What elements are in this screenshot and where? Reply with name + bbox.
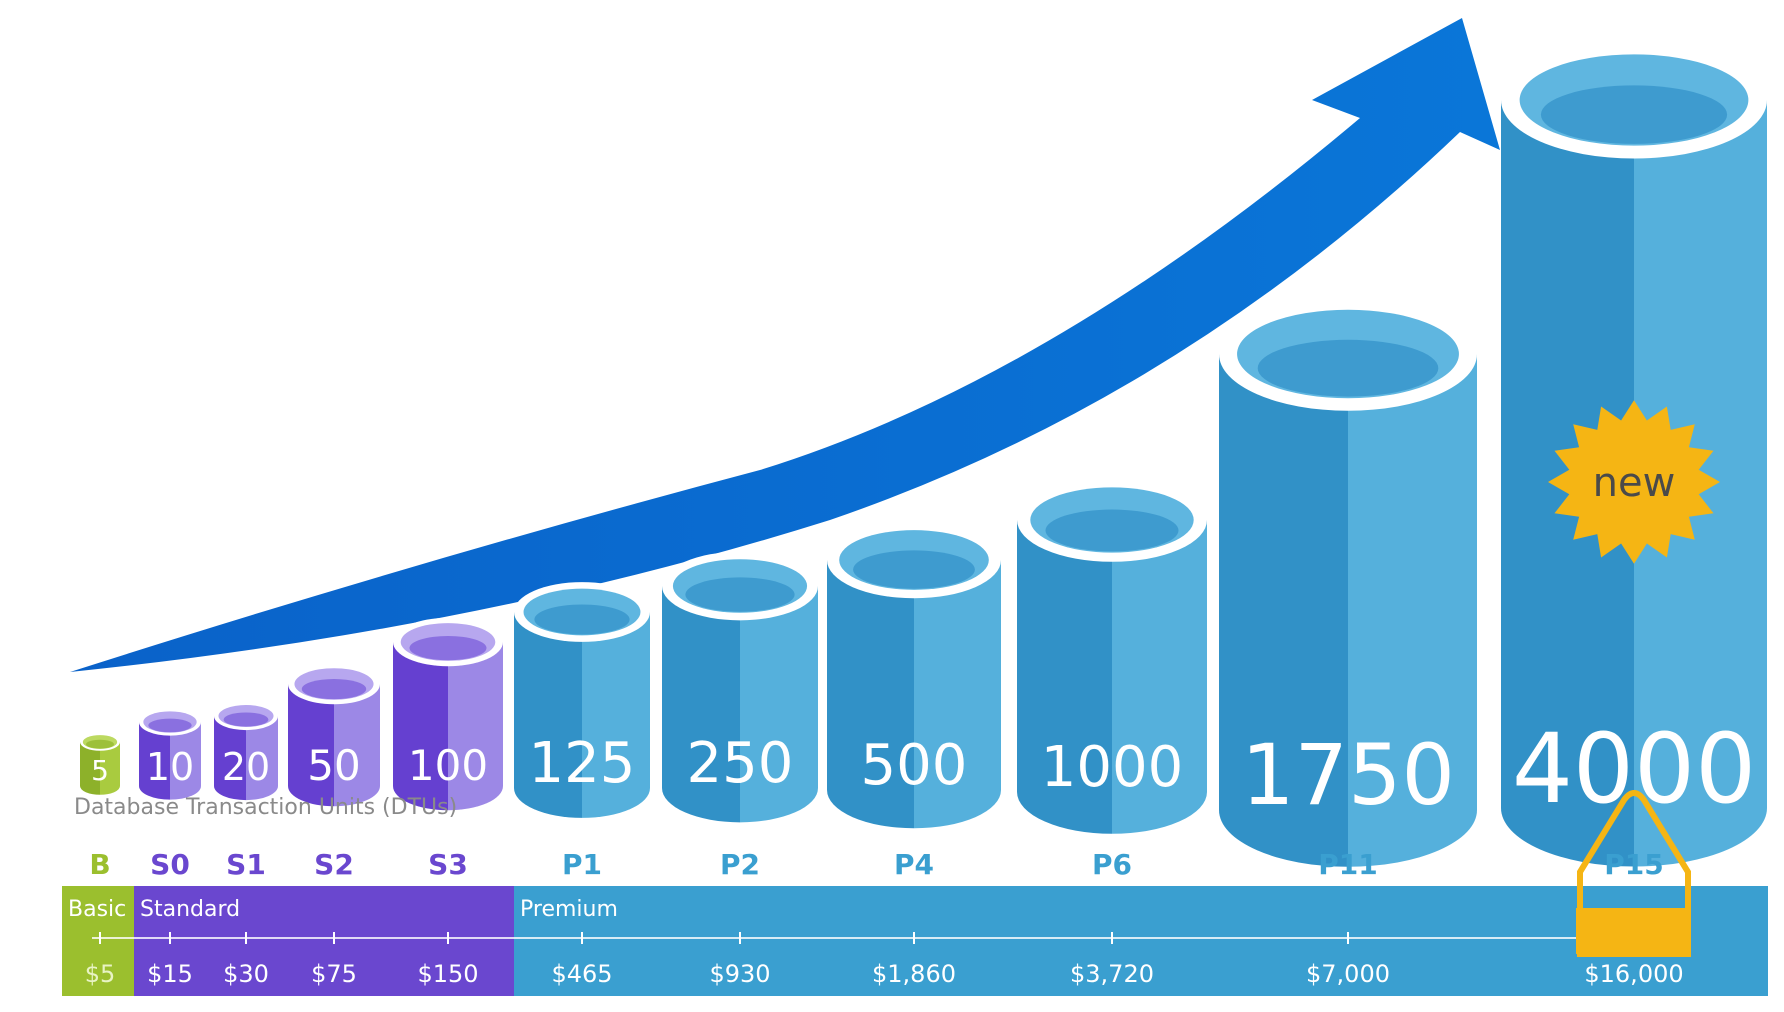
dtu-caption: Database Transaction Units (DTUs) [74, 795, 457, 820]
growth-arrow [70, 18, 1500, 672]
tier-band-label-premium: Premium [520, 897, 618, 922]
price-p6: $3,720 [1070, 960, 1154, 988]
tier-code-s1: S1 [226, 848, 266, 881]
dtu-value-p4: 500 [861, 733, 968, 798]
price-p2: $930 [709, 960, 770, 988]
cylinder-p11: 1750 [1219, 297, 1477, 867]
tier-code-p4: P4 [894, 848, 934, 881]
new-badge-label: new [1593, 460, 1676, 506]
dtu-value-p1: 125 [529, 731, 636, 796]
dtu-value-p11: 1750 [1241, 726, 1455, 824]
tier-band-premium: Premium [514, 886, 1768, 996]
tier-band-standard: Standard [134, 886, 514, 996]
price-s1: $30 [223, 960, 269, 988]
tier-code-p11: P11 [1318, 848, 1378, 881]
tier-band-label-standard: Standard [140, 897, 240, 922]
cylinder-p4: 500 [827, 521, 1001, 829]
price-p15: $16,000 [1584, 960, 1683, 988]
cylinder-s2: 50 [288, 663, 380, 807]
dtu-value-b: 5 [91, 754, 109, 787]
price-s3: $150 [417, 960, 478, 988]
tier-code-p2: P2 [720, 848, 760, 881]
dtu-value-s2: 50 [307, 741, 360, 790]
price-tag-icon [1576, 790, 1691, 957]
price-s2: $75 [311, 960, 357, 988]
starburst-icon [1548, 400, 1720, 564]
dtu-value-s0: 10 [146, 745, 194, 789]
tier-code-s0: S0 [150, 848, 190, 881]
price-b: $5 [85, 960, 116, 988]
price-p1: $465 [551, 960, 612, 988]
tier-code-p15: P15 [1604, 848, 1664, 881]
price-s0: $15 [147, 960, 193, 988]
dtu-value-s1: 20 [222, 745, 270, 789]
cylinder-p6: 1000 [1017, 478, 1207, 834]
tier-code-p1: P1 [562, 848, 602, 881]
tier-code-s2: S2 [314, 848, 354, 881]
tier-code-b: B [89, 848, 110, 881]
price-p11: $7,000 [1306, 960, 1390, 988]
cylinder-p2: 250 [662, 551, 818, 823]
tier-band-label-basic: Basic [68, 897, 126, 922]
dtu-value-p6: 1000 [1041, 735, 1184, 800]
cylinder-s1: 20 [214, 701, 278, 801]
cylinder-s3: 100 [393, 617, 503, 811]
price-p4: $1,860 [872, 960, 956, 988]
tier-band-basic: Basic [62, 886, 134, 996]
cylinder-s0: 10 [139, 708, 201, 800]
dtu-value-p2: 250 [687, 731, 794, 796]
new-badge: new [1548, 400, 1720, 564]
cylinder-p1: 125 [514, 582, 650, 818]
dtu-value-p15: 4000 [1512, 713, 1756, 825]
cylinder-b: 5 [80, 733, 120, 795]
dtu-value-s3: 100 [408, 741, 488, 790]
tier-code-s3: S3 [428, 848, 468, 881]
tier-code-p6: P6 [1092, 848, 1132, 881]
